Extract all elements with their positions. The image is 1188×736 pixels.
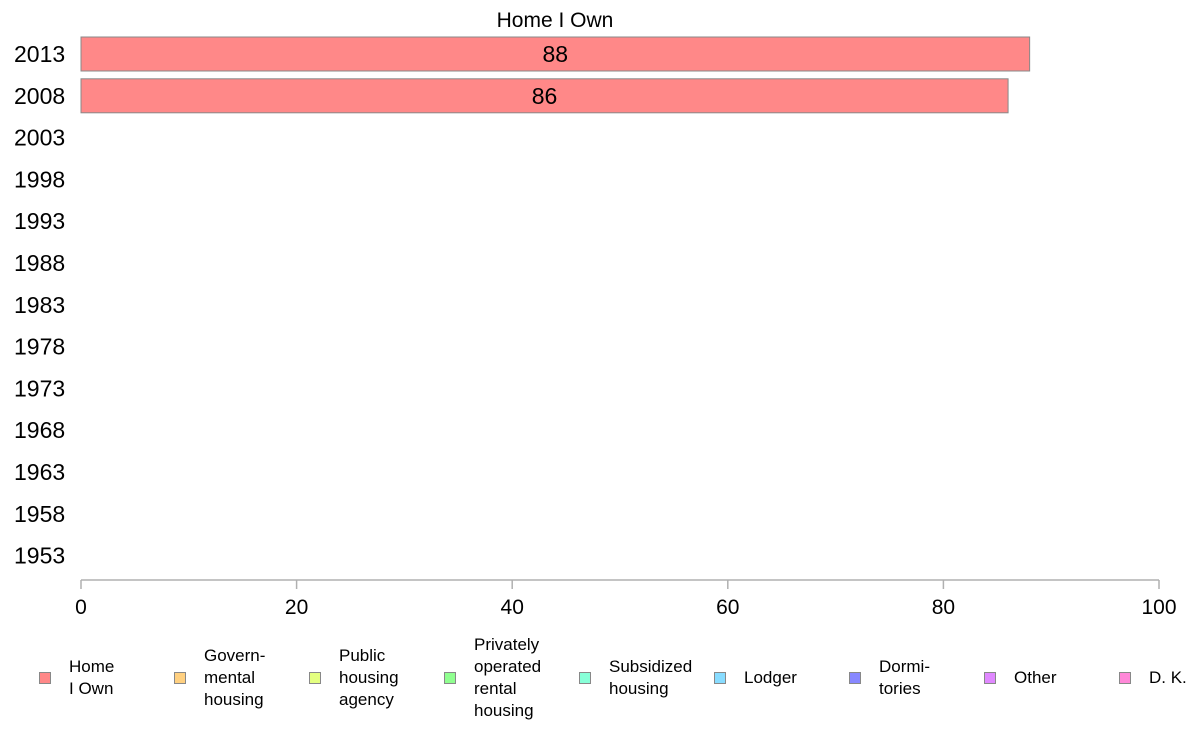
legend-label-5: Lodger (744, 668, 797, 687)
bar-2008-series-0 (80, 78, 1009, 114)
legend-item-2: Public housing agency (309, 628, 399, 728)
x-axis: 0 20 40 60 80 100 (75, 579, 1177, 619)
legend-label-4: Subsidized housing (609, 657, 693, 698)
y-axis-tick-labels: 2013 2008 2003 1998 1993 1988 1983 1978 1973 1968… (14, 41, 65, 569)
y-tick-label-1998: 1998 (14, 166, 65, 192)
legend-label-7: Other (1014, 668, 1057, 687)
legend-swatch-3 (444, 672, 456, 684)
legend-item-6: Dormi- tories (849, 628, 930, 728)
y-tick-label-1973: 1973 (14, 375, 65, 401)
y-tick-label-1963: 1963 (14, 459, 65, 485)
y-tick-label-1988: 1988 (14, 250, 65, 276)
bar-label-2008-series-0: 86 (532, 83, 558, 109)
y-tick-label-2003: 2003 (14, 125, 65, 151)
y-tick-label-1968: 1968 (14, 417, 65, 443)
legend-item-1: Govern- mental housing (174, 628, 265, 728)
x-tick-label-20: 20 (285, 596, 308, 619)
legend-item-3: Privately operated rental housing (444, 628, 541, 728)
legend-swatch-1 (174, 672, 186, 684)
legend-label-6: Dormi- tories (879, 657, 930, 698)
x-tick-label-80: 80 (932, 596, 955, 619)
x-tick-label-0: 0 (75, 596, 87, 619)
y-tick-label-2008: 2008 (14, 83, 65, 109)
x-tick-label-60: 60 (716, 596, 739, 619)
legend-swatch-8 (1119, 672, 1131, 684)
bars (80, 36, 1031, 114)
legend-label-1: Govern- mental housing (204, 646, 266, 709)
bar-2013-series-0 (80, 36, 1031, 72)
legend-swatch-4 (579, 672, 591, 684)
chart-title: Home I Own (497, 9, 614, 32)
legend-label-2: Public housing agency (339, 646, 399, 709)
legend-swatch-2 (309, 672, 321, 684)
chart: Home I Own 88 86 2013 2008 2003 1998 1993 1988… (14, 9, 1177, 619)
legend-item-4: Subsidized housing (579, 628, 692, 728)
legend-swatch-5 (714, 672, 726, 684)
y-tick-label-1983: 1983 (14, 292, 65, 318)
y-tick-label-1953: 1953 (14, 543, 65, 569)
legend-item-8: D. K. (1119, 628, 1187, 728)
y-tick-label-2013: 2013 (14, 41, 65, 67)
legend-label-8: D. K. (1149, 668, 1187, 687)
legend-swatch-0 (39, 672, 51, 684)
x-tick-label-40: 40 (501, 596, 524, 619)
legend-swatch-7 (984, 672, 996, 684)
legend-label-0: Home I Own (69, 657, 115, 698)
y-tick-label-1958: 1958 (14, 501, 65, 527)
legend-swatch-6 (849, 672, 861, 684)
legend-item-5: Lodger (714, 628, 797, 728)
legend-label-3: Privately operated rental housing (474, 635, 542, 720)
legend-item-0: Home I Own (39, 628, 114, 728)
y-tick-label-1978: 1978 (14, 334, 65, 360)
legend: Home I Own Govern- mental housing Public h… (0, 628, 1188, 728)
legend-item-7: Other (984, 628, 1057, 728)
x-tick-label-100: 100 (1141, 596, 1176, 619)
y-tick-label-1993: 1993 (14, 208, 65, 234)
bar-label-2013-series-0: 88 (543, 41, 569, 67)
bar-labels: 88 86 (532, 41, 568, 109)
